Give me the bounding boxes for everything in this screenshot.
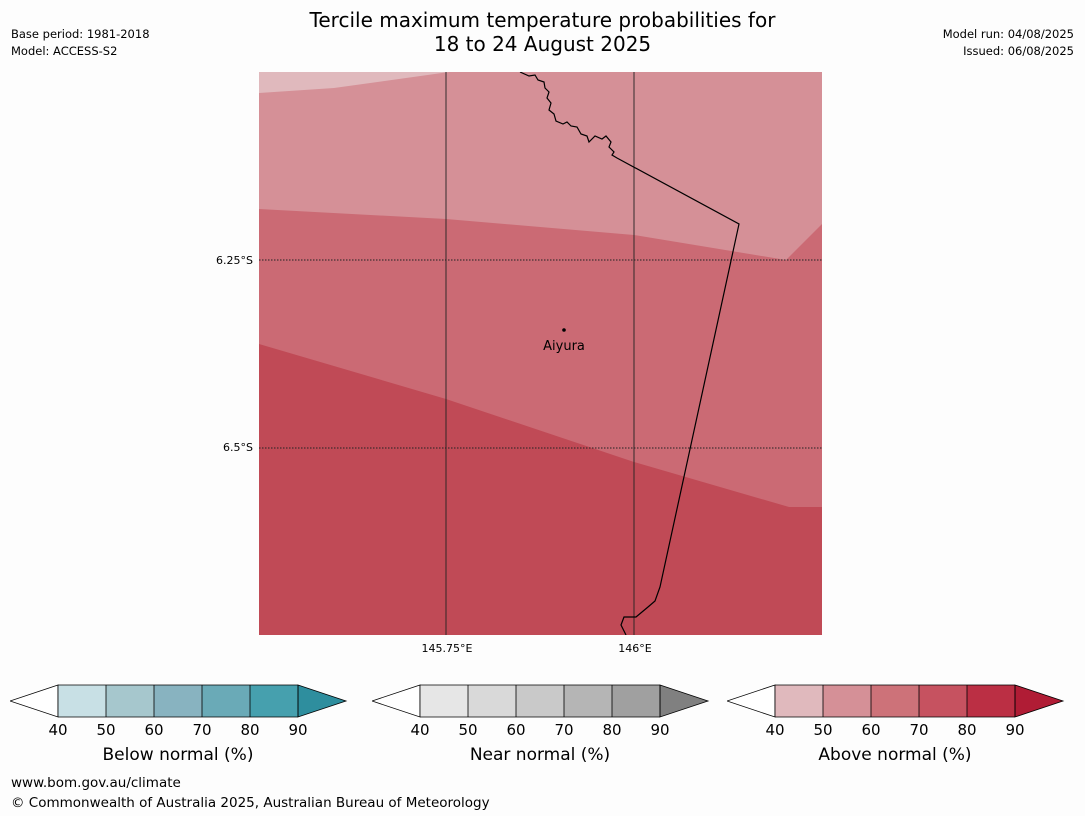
colorbar-above-tick-50: 50 xyxy=(813,721,832,739)
title-line-2: 18 to 24 August 2025 xyxy=(433,32,652,56)
chart-title: Tercile maximum temperature probabilitie… xyxy=(0,8,1085,56)
footer-copyright: © Commonwealth of Australia 2025, Austra… xyxy=(11,795,490,811)
colorbar-below-seg-5 xyxy=(250,685,298,717)
colorbar-above-tick-60: 60 xyxy=(861,721,880,739)
colorbar-above-tick-40: 40 xyxy=(765,721,784,739)
colorbar-below-seg-1 xyxy=(58,685,106,717)
colorbar-above-max-arrow xyxy=(1014,684,1065,718)
lon-label-146: 146°E xyxy=(618,642,652,655)
lon-label-145-75: 145.75°E xyxy=(421,642,473,655)
colorbar-above-normal: 40 50 60 70 80 90 xyxy=(727,684,1065,739)
border-line xyxy=(519,72,740,635)
colorbar-above-tick-90: 90 xyxy=(1005,721,1024,739)
colorbar-below-tick-60: 60 xyxy=(144,721,163,739)
title-line-1: Tercile maximum temperature probabilitie… xyxy=(309,8,776,32)
colorbar-below-seg-2 xyxy=(106,685,154,717)
colorbar-below-seg-3 xyxy=(154,685,202,717)
model-name: Model: ACCESS-S2 xyxy=(11,44,118,58)
probability-map: Aiyura xyxy=(259,72,822,635)
colorbar-above-seg-2 xyxy=(823,685,871,717)
footer-url[interactable]: www.bom.gov.au/climate xyxy=(11,775,181,791)
colorbar-near-outline xyxy=(419,684,661,718)
colorbar-above-tick-70: 70 xyxy=(909,721,928,739)
colorbar-near-max-arrow xyxy=(659,684,710,718)
colorbar-near-title: Near normal (%) xyxy=(469,745,611,765)
colorbar-near-tick-80: 80 xyxy=(602,721,621,739)
colorbar-near-normal: 40 50 60 70 80 90 xyxy=(372,684,710,739)
colorbar-below-tick-40: 40 xyxy=(48,721,67,739)
colorbar-below-outline xyxy=(57,684,299,718)
lat-label-6-25: 6.25°S xyxy=(216,254,253,267)
band-50-60 xyxy=(259,72,822,260)
model-run: Model run: 04/08/2025 xyxy=(942,27,1074,41)
colorbar-below-tick-80: 80 xyxy=(240,721,259,739)
colorbar-below-title: Below normal (%) xyxy=(102,745,254,765)
colorbar-above-title: Above normal (%) xyxy=(818,745,972,765)
colorbar-near-tick-50: 50 xyxy=(458,721,477,739)
colorbar-above-seg-4 xyxy=(919,685,967,717)
issued-date: Issued: 06/08/2025 xyxy=(963,44,1074,58)
meta-left: Base period: 1981-2018 Model: ACCESS-S2 xyxy=(11,26,150,60)
colorbar-near-tick-70: 70 xyxy=(554,721,573,739)
colorbar-above-seg-1 xyxy=(775,685,823,717)
band-40-50 xyxy=(259,72,449,93)
colorbar-near-seg-5 xyxy=(612,685,660,717)
colorbar-below-max-arrow xyxy=(297,684,348,718)
colorbar-near-seg-4 xyxy=(564,685,612,717)
colorbar-above-tick-80: 80 xyxy=(957,721,976,739)
colorbar-below-tick-90: 90 xyxy=(288,721,307,739)
colorbar-near-min-arrow xyxy=(372,684,421,718)
colorbar-above-seg-5 xyxy=(967,685,1015,717)
colorbar-above-outline xyxy=(774,684,1016,718)
colorbar-below-min-arrow xyxy=(10,684,59,718)
colorbar-near-seg-2 xyxy=(468,685,516,717)
colorbar-near-tick-60: 60 xyxy=(506,721,525,739)
colorbar-below-normal: 40 50 60 70 80 90 xyxy=(10,684,348,739)
colorbar-below-seg-4 xyxy=(202,685,250,717)
colorbar-below-tick-70: 70 xyxy=(192,721,211,739)
colorbar-below-tick-50: 50 xyxy=(96,721,115,739)
meta-right: Model run: 04/08/2025 Issued: 06/08/2025 xyxy=(943,26,1074,60)
colorbar-near-seg-1 xyxy=(420,685,468,717)
colorbar-near-tick-90: 90 xyxy=(650,721,669,739)
colorbar-above-seg-3 xyxy=(871,685,919,717)
colorbar-near-seg-3 xyxy=(516,685,564,717)
lat-label-6-5: 6.5°S xyxy=(223,441,253,454)
colorbar-above-min-arrow xyxy=(727,684,776,718)
base-period: Base period: 1981-2018 xyxy=(11,27,150,41)
aiyura-label: Aiyura xyxy=(543,339,585,354)
colorbar-near-tick-40: 40 xyxy=(410,721,429,739)
aiyura-marker xyxy=(562,328,566,332)
